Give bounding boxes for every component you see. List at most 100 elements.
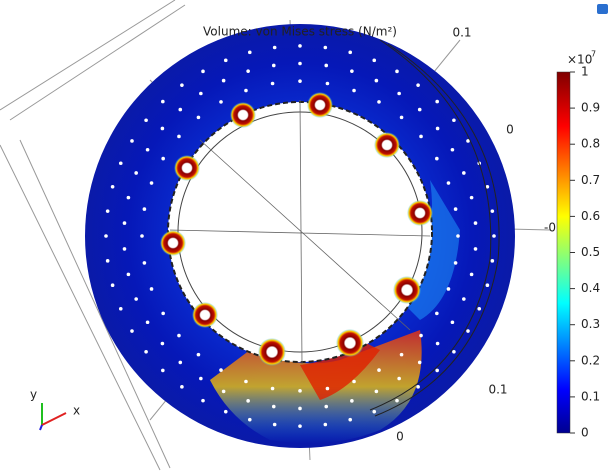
vent-hole bbox=[298, 389, 302, 393]
vent-hole bbox=[436, 342, 440, 346]
vent-hole bbox=[491, 209, 495, 213]
vent-hole bbox=[246, 399, 250, 403]
vent-hole bbox=[375, 390, 379, 394]
vent-hole bbox=[244, 380, 248, 384]
plot-title: Volume: von Mises stress (N/m²) bbox=[203, 25, 397, 39]
vent-hole bbox=[273, 423, 277, 427]
vent-hole bbox=[474, 221, 478, 225]
vent-hole bbox=[456, 234, 460, 238]
vent-hole bbox=[150, 287, 154, 291]
triad-z bbox=[40, 425, 42, 430]
vent-hole bbox=[143, 261, 147, 265]
vent-hole bbox=[436, 127, 440, 131]
vent-hole bbox=[454, 207, 458, 211]
vent-hole bbox=[470, 273, 474, 277]
colorbar-tick-label: 0.7 bbox=[581, 173, 600, 187]
vent-hole bbox=[197, 116, 201, 120]
vent-hole bbox=[178, 108, 182, 112]
vent-hole bbox=[324, 64, 328, 68]
vent-hole bbox=[248, 51, 252, 55]
vent-hole bbox=[244, 89, 248, 93]
colorbar-tick-label: 0.8 bbox=[581, 137, 600, 151]
vent-hole bbox=[224, 59, 228, 63]
vent-hole bbox=[178, 361, 182, 365]
vent-hole bbox=[298, 424, 302, 428]
vent-hole bbox=[298, 407, 302, 411]
colorbar-tick-label: 1 bbox=[581, 65, 589, 79]
vent-hole bbox=[106, 209, 110, 213]
vent-hole bbox=[377, 368, 381, 372]
vent-hole bbox=[397, 377, 401, 381]
vent-hole bbox=[435, 100, 439, 104]
viewport: Volume: von Mises stress (N/m²) 0.1 0 -0… bbox=[0, 0, 614, 471]
vent-hole bbox=[111, 283, 115, 287]
triad-label: x bbox=[73, 404, 80, 418]
axis-triad: y x bbox=[30, 388, 80, 431]
vent-hole bbox=[119, 161, 123, 165]
vent-hole bbox=[348, 51, 352, 55]
vent-hole bbox=[123, 221, 127, 225]
vent-hole bbox=[123, 247, 127, 251]
colorbar-tick-label: 0.3 bbox=[581, 317, 600, 331]
vent-hole bbox=[447, 287, 451, 291]
toolbar-icon[interactable] bbox=[597, 4, 608, 14]
vent-hole bbox=[474, 247, 478, 251]
vent-hole bbox=[273, 46, 277, 50]
vent-hole bbox=[435, 312, 439, 316]
vent-hole bbox=[248, 418, 252, 422]
vent-hole bbox=[452, 118, 456, 122]
vent-hole bbox=[199, 377, 203, 381]
vent-hole bbox=[219, 368, 223, 372]
vent-hole bbox=[201, 70, 205, 74]
hotspot bbox=[230, 102, 256, 128]
vent-hole bbox=[222, 390, 226, 394]
vent-hole bbox=[150, 181, 154, 185]
hotspot bbox=[160, 230, 186, 256]
axis-label: -0 bbox=[544, 221, 556, 235]
colorbar-tick-label: 0.6 bbox=[581, 209, 600, 223]
vent-hole bbox=[201, 399, 205, 403]
vent-hole bbox=[298, 79, 302, 83]
vent-hole bbox=[199, 92, 203, 96]
vent-hole bbox=[451, 320, 455, 324]
hotspot bbox=[307, 92, 333, 118]
colorbar-ticks: 00.10.20.30.40.50.60.70.80.91 bbox=[570, 65, 600, 440]
vent-hole bbox=[350, 69, 354, 73]
vent-hole bbox=[134, 171, 138, 175]
vent-hole bbox=[298, 62, 302, 66]
vent-hole bbox=[161, 127, 165, 131]
vent-hole bbox=[400, 116, 404, 120]
vent-hole bbox=[144, 350, 148, 354]
axis-label: 0 bbox=[506, 123, 514, 137]
vent-hole bbox=[372, 59, 376, 63]
vent-hole bbox=[222, 79, 226, 83]
vent-hole bbox=[161, 100, 165, 104]
axis-label: 0.1 bbox=[488, 383, 507, 397]
hotspot bbox=[374, 132, 400, 158]
vent-hole bbox=[324, 46, 328, 50]
colorbar-tick-label: 0.2 bbox=[581, 353, 600, 367]
vent-hole bbox=[462, 171, 466, 175]
vent-hole bbox=[451, 148, 455, 152]
hotspot bbox=[407, 200, 433, 226]
vent-hole bbox=[447, 181, 451, 185]
vent-hole bbox=[197, 353, 201, 357]
vent-hole bbox=[397, 92, 401, 96]
vent-hole bbox=[350, 399, 354, 403]
vent-hole bbox=[272, 405, 276, 409]
vent-hole bbox=[352, 89, 356, 93]
vent-hole bbox=[454, 261, 458, 265]
vent-hole bbox=[435, 369, 439, 373]
colorbar-tick-label: 0.9 bbox=[581, 101, 600, 115]
vent-hole bbox=[127, 273, 131, 277]
vent-hole bbox=[395, 399, 399, 403]
vent-hole bbox=[177, 135, 181, 139]
vent-hole bbox=[324, 405, 328, 409]
vent-hole bbox=[492, 234, 496, 238]
vent-hole bbox=[146, 148, 150, 152]
vent-hole bbox=[452, 350, 456, 354]
vent-hole bbox=[246, 69, 250, 73]
vent-hole bbox=[352, 380, 356, 384]
vent-hole bbox=[298, 44, 302, 48]
vent-hole bbox=[104, 234, 108, 238]
